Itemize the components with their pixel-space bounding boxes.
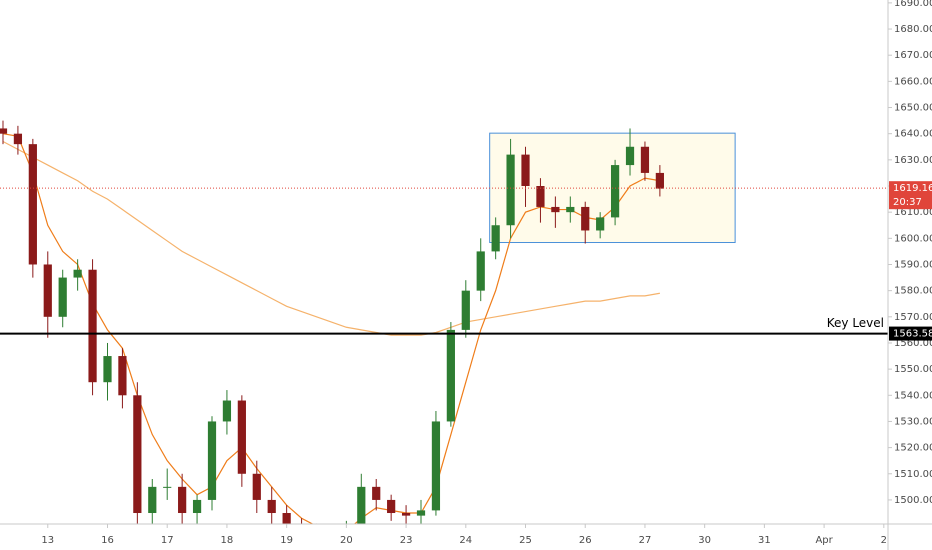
moving-average (2, 140, 660, 336)
candle-body (372, 486, 381, 500)
candle-body (610, 165, 620, 218)
candle-body (416, 510, 426, 516)
y-tick-label: 1610.000 (894, 207, 932, 218)
candle-body (28, 144, 37, 265)
x-tick-label: 17 (161, 535, 174, 546)
candle-body (282, 513, 291, 524)
x-tick-label: 23 (400, 535, 413, 546)
y-tick-label: 1580.000 (894, 286, 932, 297)
candle-body (551, 206, 560, 213)
y-tick-label: 1560.000 (894, 338, 932, 349)
moving-average (2, 133, 660, 524)
candle-body (401, 513, 411, 516)
x-tick-label: Apr (815, 535, 833, 546)
x-tick-label: 25 (519, 535, 532, 546)
countdown-label: 20:37 (893, 197, 922, 208)
y-tick-label: 1660.000 (894, 76, 932, 87)
candle-body (506, 154, 515, 226)
candle-body (43, 264, 52, 317)
key-level-label: 1563.589 (893, 329, 932, 340)
y-tick-label: 1690.000 (894, 0, 932, 9)
key-level-tag (889, 326, 932, 341)
candle-body (521, 154, 530, 187)
candle-body (13, 133, 23, 145)
last-price-label: 1619.166 (893, 183, 932, 194)
x-tick-label: 13 (41, 535, 54, 546)
candle-body (476, 251, 485, 291)
candle-body (596, 217, 605, 231)
y-tick-label: 1550.000 (894, 364, 932, 375)
candle-body (222, 400, 232, 422)
candle-body (625, 146, 635, 166)
y-tick-label: 1600.000 (894, 233, 932, 244)
candle-body (148, 486, 157, 514)
last-price-tag (889, 181, 932, 210)
y-tick-label: 1670.000 (894, 50, 932, 61)
candle-body (581, 206, 590, 231)
y-tick-label: 1680.000 (894, 24, 932, 35)
y-tick-label: 1640.000 (894, 129, 932, 140)
candle-body (207, 421, 217, 500)
y-tick-label: 1650.000 (894, 103, 932, 114)
x-tick-label: 30 (698, 535, 711, 546)
y-tick-label: 1520.000 (894, 443, 932, 454)
y-tick-label: 1540.000 (894, 390, 932, 401)
candle-body (73, 269, 82, 278)
candle-body (655, 172, 664, 189)
x-tick-label: 31 (758, 535, 771, 546)
candle-body (387, 499, 396, 514)
x-tick-label: 24 (459, 535, 472, 546)
x-tick-label: 20 (340, 535, 353, 546)
candle-body (536, 186, 545, 207)
candle-body (431, 421, 441, 511)
axes: 1500.000 1510.000 1520.000 1530.000 1540.000… (41, 0, 932, 546)
candle-body (118, 356, 127, 396)
candle-body (88, 269, 97, 383)
candle-body (58, 277, 67, 317)
candle-body (566, 206, 575, 213)
candle-body (357, 486, 366, 524)
x-tick-label: 16 (101, 535, 114, 546)
y-tick-label: 1500.000 (894, 495, 932, 506)
candle-body (267, 499, 276, 514)
x-tick-label: 18 (221, 535, 234, 546)
candle-body (491, 225, 500, 252)
plot-area (0, 120, 888, 524)
candle-body (461, 290, 470, 330)
y-tick-label: 1590.000 (894, 259, 932, 270)
y-tick-label: 1530.000 (894, 416, 932, 427)
candle-body (446, 329, 455, 422)
x-tick-label: 2 (881, 535, 887, 546)
x-tick-label: 19 (280, 535, 293, 546)
candle-body (178, 486, 187, 514)
candle-body (252, 473, 261, 500)
candle-body (103, 356, 112, 383)
y-tick-label: 1570.000 (894, 312, 932, 323)
candle-body (0, 128, 8, 134)
key-level-text: Key Level (827, 316, 884, 330)
y-tick-label: 1510.000 (894, 469, 932, 480)
candle-body (640, 146, 650, 173)
y-tick-label: 1630.000 (894, 155, 932, 166)
x-tick-label: 26 (579, 535, 592, 546)
x-tick-label: 27 (639, 535, 652, 546)
candle-body (237, 400, 246, 474)
candle-body (192, 499, 202, 514)
candle-body (133, 395, 142, 514)
candle-body (163, 486, 172, 488)
